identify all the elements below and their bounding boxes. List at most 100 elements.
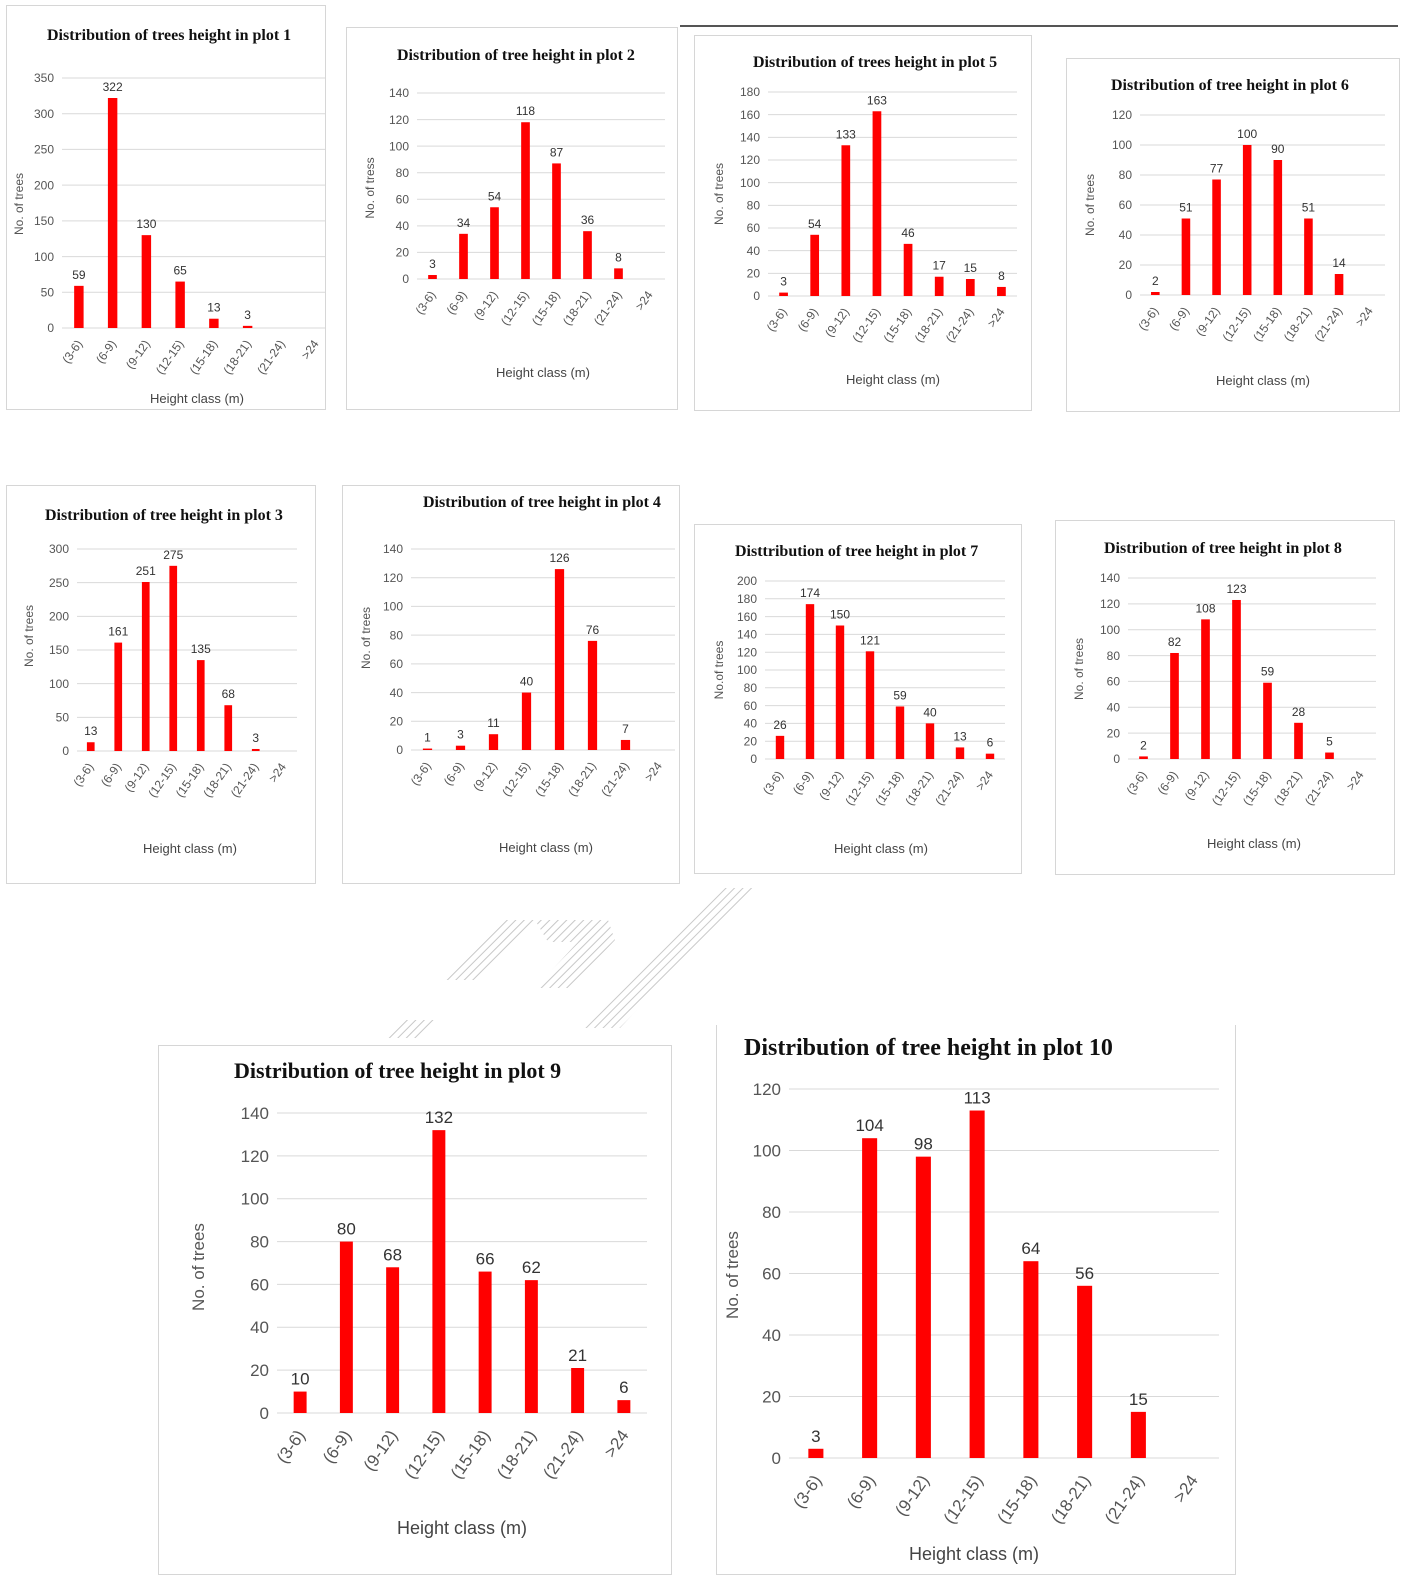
x-tick-label: (15-18) bbox=[173, 760, 207, 800]
x-tick-label: (21-24) bbox=[228, 760, 262, 800]
bar bbox=[141, 235, 152, 328]
bar bbox=[1294, 722, 1303, 759]
y-tick-label: 0 bbox=[402, 272, 409, 286]
data-label: 3 bbox=[252, 731, 259, 745]
data-label: 56 bbox=[1075, 1264, 1094, 1283]
y-tick-label: 60 bbox=[762, 1264, 781, 1283]
data-label: 54 bbox=[488, 189, 502, 203]
data-label: 3 bbox=[244, 308, 251, 322]
data-label: 108 bbox=[1195, 601, 1215, 615]
data-label: 123 bbox=[1226, 582, 1246, 596]
bar bbox=[969, 1110, 985, 1458]
x-tick-label: (9-12) bbox=[822, 305, 852, 339]
x-tick-label: (15-18) bbox=[447, 1426, 494, 1482]
chart-panel-plot-4: Distribution of tree height in plot 4 0 20… bbox=[342, 485, 680, 884]
bar bbox=[779, 292, 788, 296]
y-tick-label: 150 bbox=[34, 214, 54, 228]
y-tick-label: 250 bbox=[49, 576, 69, 590]
data-label: 40 bbox=[520, 675, 534, 689]
x-axis-title: Height class (m) bbox=[143, 841, 237, 856]
x-tick-label: (12-15) bbox=[153, 337, 187, 377]
bar bbox=[571, 1368, 585, 1413]
x-tick-label: (15-18) bbox=[1240, 768, 1274, 808]
data-label: 64 bbox=[1021, 1239, 1040, 1258]
bar bbox=[107, 98, 118, 328]
x-tick-label: (3-6) bbox=[1124, 768, 1150, 797]
x-tick-label: (21-24) bbox=[943, 305, 977, 345]
data-label: 2 bbox=[1140, 738, 1147, 752]
data-label: 126 bbox=[549, 551, 569, 565]
chart-panel-plot-10: Distribution of tree height in plot 10 0 2… bbox=[716, 1025, 1236, 1575]
data-label: 163 bbox=[867, 93, 887, 107]
x-axis-title: Height class (m) bbox=[909, 1544, 1039, 1564]
y-tick-label: 40 bbox=[1119, 228, 1133, 242]
chart-svg: Distribution of tree height in plot 4 0 20… bbox=[359, 494, 675, 855]
x-tick-label: (9-12) bbox=[471, 288, 501, 322]
bar bbox=[242, 325, 253, 328]
data-label: 150 bbox=[830, 608, 850, 622]
data-label: 118 bbox=[516, 104, 535, 118]
y-tick-label: 40 bbox=[390, 686, 404, 700]
x-tick-label: (12-15) bbox=[499, 759, 533, 799]
data-label: 2 bbox=[1152, 274, 1159, 288]
y-tick-label: 160 bbox=[737, 610, 757, 624]
y-tick-label: 80 bbox=[1119, 168, 1133, 182]
bar bbox=[587, 640, 598, 750]
data-label: 130 bbox=[136, 217, 156, 231]
y-tick-label: 80 bbox=[250, 1233, 269, 1252]
x-tick-label: (21-24) bbox=[932, 768, 966, 808]
x-tick-label: (18-21) bbox=[1047, 1471, 1094, 1527]
bar bbox=[775, 735, 785, 759]
data-label: 80 bbox=[337, 1220, 356, 1239]
y-tick-label: 100 bbox=[241, 1190, 269, 1209]
y-tick-label: 140 bbox=[383, 542, 403, 556]
y-tick-label: 300 bbox=[34, 107, 54, 121]
y-tick-label: 60 bbox=[747, 221, 761, 235]
x-axis-title: Height class (m) bbox=[1216, 373, 1310, 388]
data-label: 8 bbox=[615, 250, 622, 264]
y-tick-label: 100 bbox=[737, 663, 757, 677]
y-tick-label: 0 bbox=[1125, 288, 1132, 302]
data-label: 51 bbox=[1302, 201, 1316, 215]
top-rule bbox=[680, 25, 1398, 27]
bar bbox=[1170, 652, 1179, 759]
x-tick-label: (9-12) bbox=[1182, 768, 1212, 802]
y-tick-label: 20 bbox=[747, 267, 761, 281]
x-tick-label: (6-9) bbox=[1166, 304, 1192, 333]
y-tick-label: 120 bbox=[1112, 108, 1132, 122]
chart-svg: Distribution of trees height in plot 5 0 2… bbox=[712, 54, 1017, 387]
y-tick-label: 80 bbox=[396, 166, 410, 180]
y-tick-label: 0 bbox=[772, 1449, 781, 1468]
bar bbox=[915, 1156, 931, 1458]
x-tick-label: (6-9) bbox=[790, 768, 816, 797]
bar bbox=[488, 734, 499, 750]
y-tick-label: 120 bbox=[241, 1147, 269, 1166]
chart-title: Distribution of tree height in plot 9 bbox=[234, 1058, 561, 1083]
x-tick-label: (9-12) bbox=[360, 1426, 402, 1474]
bar bbox=[835, 625, 845, 759]
y-tick-label: 60 bbox=[1107, 675, 1121, 689]
bar bbox=[224, 705, 233, 751]
x-tick-label: (12-15) bbox=[1209, 768, 1243, 808]
y-axis-title: No. of tress bbox=[363, 157, 377, 218]
data-label: 68 bbox=[383, 1245, 402, 1264]
x-tick-label: (12-15) bbox=[849, 305, 883, 345]
data-label: 17 bbox=[933, 259, 947, 273]
data-label: 275 bbox=[163, 548, 183, 562]
data-label: 82 bbox=[1168, 635, 1182, 649]
bar bbox=[554, 569, 565, 750]
bar bbox=[903, 243, 913, 296]
y-tick-label: 40 bbox=[250, 1318, 269, 1337]
y-tick-label: 120 bbox=[740, 153, 760, 167]
chart-svg: Distribution of tree height in plot 2 0 20… bbox=[363, 47, 665, 380]
bar bbox=[1242, 145, 1252, 295]
data-label: 21 bbox=[568, 1346, 587, 1365]
bar bbox=[114, 642, 123, 751]
y-tick-label: 20 bbox=[250, 1361, 269, 1380]
y-tick-label: 100 bbox=[383, 600, 403, 614]
y-tick-label: 20 bbox=[1107, 726, 1121, 740]
x-axis-title: Height class (m) bbox=[496, 365, 590, 380]
x-tick-label: (6-9) bbox=[795, 305, 821, 334]
y-tick-label: 0 bbox=[47, 321, 54, 335]
x-tick-label: (21-24) bbox=[1302, 768, 1336, 808]
